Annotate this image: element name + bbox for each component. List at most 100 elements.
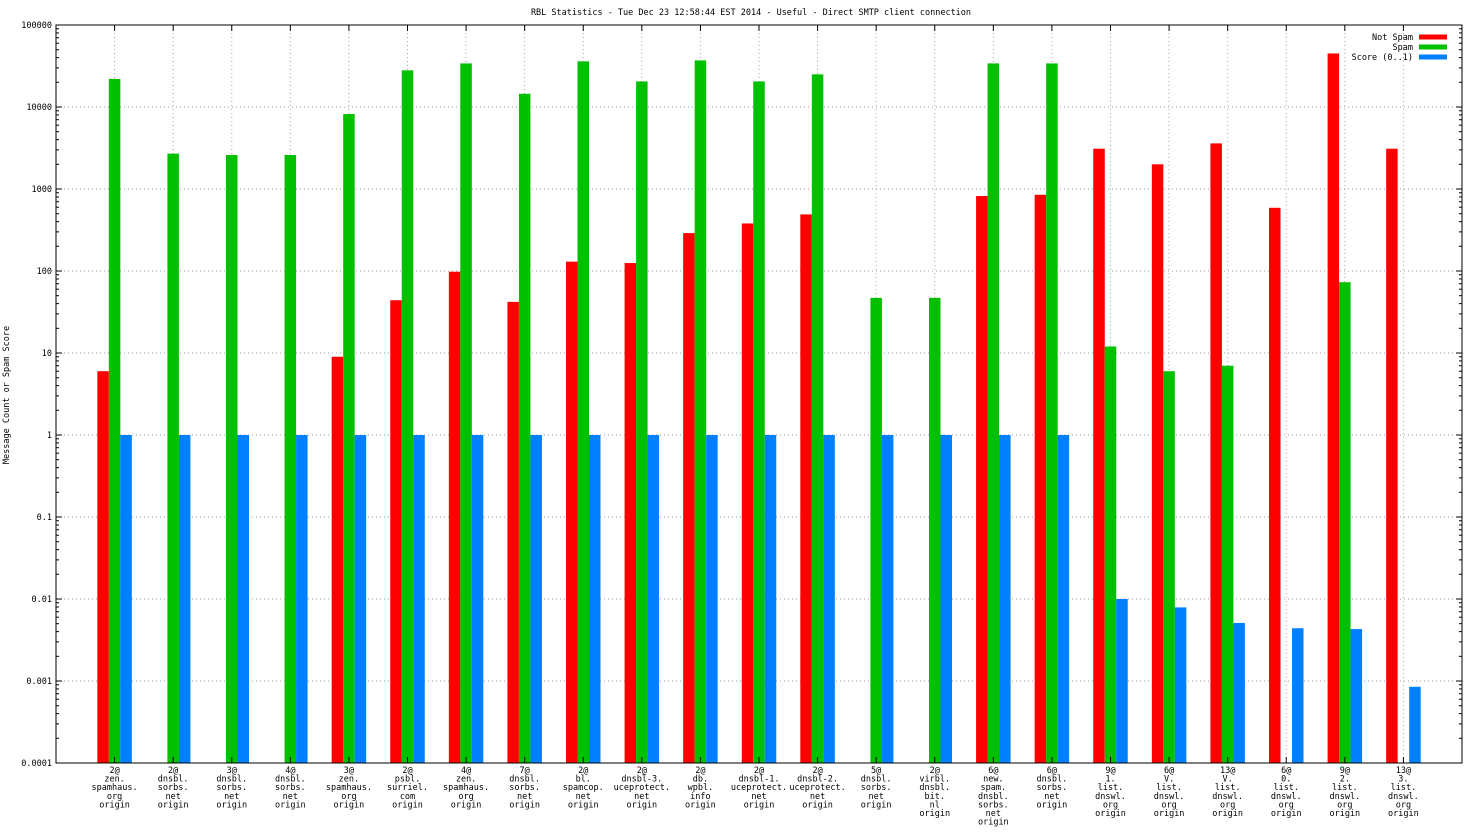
x-tick-label-line: 5@: [871, 766, 881, 776]
bar: [800, 214, 812, 763]
x-tick-label-line: 6@: [1047, 766, 1057, 776]
x-tick-label-line: origin: [509, 800, 540, 810]
bar: [694, 60, 707, 763]
x-tick-label: 9@ 1. list. dnswl. org origin: [1095, 766, 1126, 819]
x-tick-label-line: origin: [1037, 800, 1068, 810]
bar: [1233, 622, 1245, 763]
x-tick-label-line: 9@: [1105, 766, 1115, 776]
x-tick-label-line: list.: [1273, 783, 1299, 793]
bar: [1163, 371, 1175, 763]
x-tick-label: 9@ 2. list. dnswl. org origin: [1329, 766, 1360, 819]
x-tick-label: 2@ dnsbl-3. uceprotect. net origin: [614, 766, 670, 810]
bar: [471, 435, 484, 763]
y-tick-label: 100000: [21, 21, 52, 31]
bar: [448, 271, 461, 763]
x-tick-label-line: list.: [1391, 783, 1417, 793]
x-tick-label-line: org: [458, 792, 473, 802]
bar: [296, 435, 308, 763]
bar: [1221, 365, 1234, 763]
x-tick-label-line: origin: [1271, 809, 1302, 819]
x-tick-label-line: dnsbl.: [861, 775, 892, 785]
x-tick-label-line: 2@: [578, 766, 588, 776]
x-tick-label-line: net: [1044, 792, 1059, 802]
x-tick-label-line: 2@: [402, 766, 412, 776]
x-tick-label-line: psbl.: [395, 775, 421, 785]
bar: [624, 263, 637, 763]
bar: [1409, 686, 1421, 763]
bar: [97, 371, 109, 763]
x-tick-label-line: 2@: [109, 766, 119, 776]
x-tick-label-line: sorbs.: [509, 783, 540, 793]
x-tick-label: 2@ virbl. dnsbl. bit. nl origin: [919, 766, 950, 819]
x-tick-label-line: origin: [99, 800, 130, 810]
bar: [589, 435, 601, 763]
x-tick-label-line: sorbs.: [275, 783, 306, 793]
x-tick-label-line: sorbs.: [861, 783, 892, 793]
bar: [1046, 63, 1058, 764]
bar: [413, 435, 425, 763]
x-tick-label-line: 13@: [1220, 766, 1235, 776]
x-tick-label-line: 0.: [1281, 775, 1291, 785]
x-tick-label-line: dnsbl.: [919, 783, 950, 793]
x-tick-label-line: 2@: [930, 766, 940, 776]
x-tick-label-line: dnswl.: [1388, 792, 1419, 802]
x-tick-label: 4@ dnsbl. sorbs. net origin: [275, 766, 306, 810]
x-tick-label-line: 9@: [1340, 766, 1350, 776]
y-tick-label: 0.001: [26, 677, 52, 687]
x-tick-label-line: org: [1220, 800, 1235, 810]
x-tick-label-line: 2@: [754, 766, 764, 776]
x-tick-label-line: dnswl.: [1212, 792, 1243, 802]
x-tick-label-line: 2@: [168, 766, 178, 776]
bar: [929, 297, 941, 763]
x-tick-label-line: zen.: [339, 775, 359, 785]
x-tick-label-line: 1.: [1105, 775, 1115, 785]
bar: [343, 114, 355, 763]
x-tick-label-line: surriel.: [387, 783, 428, 793]
bar: [1350, 629, 1363, 763]
y-tick-label: 100: [37, 267, 52, 277]
y-tick-label: 1000: [32, 185, 52, 195]
x-tick-label-line: dnsbl.: [1037, 775, 1068, 785]
bar: [108, 78, 121, 764]
y-tick-label: 10: [42, 349, 52, 359]
x-tick-label-line: wpbl.: [688, 783, 714, 793]
x-tick-label-line: dnsbl-2.: [797, 775, 838, 785]
y-tick-label: 0.1: [37, 513, 52, 523]
bar: [999, 435, 1011, 763]
x-tick-label-line: dnsbl.: [216, 775, 247, 785]
y-tick-label: 0.0001: [21, 759, 52, 769]
x-tick-label-line: origin: [158, 800, 189, 810]
y-axis-ticks: 0.0001 0.001 0.01 0.1 1 10 100 1000 10000 100000: [21, 21, 1462, 769]
x-tick-label-line: sorbs.: [216, 783, 247, 793]
x-tick-label-line: org: [1337, 800, 1352, 810]
bar: [881, 435, 894, 763]
x-tick-label-line: net: [283, 792, 298, 802]
x-tick-label-line: origin: [1095, 809, 1126, 819]
x-tick-label-line: origin: [744, 800, 775, 810]
x-tick-label-line: net: [165, 792, 180, 802]
x-tick-label: 4@ zen. spamhaus. org origin: [443, 766, 489, 810]
x-tick-label-line: V.: [1223, 775, 1233, 785]
x-tick-label-line: origin: [451, 800, 482, 810]
bar: [237, 435, 249, 763]
x-tick-label: 6@ dnsbl. sorbs. net origin: [1037, 766, 1068, 810]
x-tick-label: 5@ dnsbl. sorbs. net origin: [861, 766, 892, 810]
x-tick-label-line: uceprotect.: [731, 783, 787, 793]
x-tick-label-line: spamhaus.: [443, 783, 489, 793]
x-tick-label-line: net: [576, 792, 591, 802]
x-tick-label-line: org: [1396, 800, 1411, 810]
y-tick-label: 10000: [26, 103, 52, 113]
x-tick-label-line: origin: [334, 800, 365, 810]
bar: [1386, 148, 1398, 763]
x-tick-label-line: org: [1103, 800, 1118, 810]
x-tick-label-line: com: [400, 792, 415, 802]
x-tick-label-line: 6@: [1281, 766, 1291, 776]
x-tick-label: 3@ zen. spamhaus. org origin: [326, 766, 372, 810]
x-tick-label-line: list.: [1098, 783, 1124, 793]
x-tick-label-line: spam.: [981, 783, 1007, 793]
y-tick-label: 1: [47, 431, 52, 441]
x-tick-label-line: origin: [685, 800, 716, 810]
bar: [976, 196, 988, 763]
x-tick-label-line: 4@: [461, 766, 471, 776]
